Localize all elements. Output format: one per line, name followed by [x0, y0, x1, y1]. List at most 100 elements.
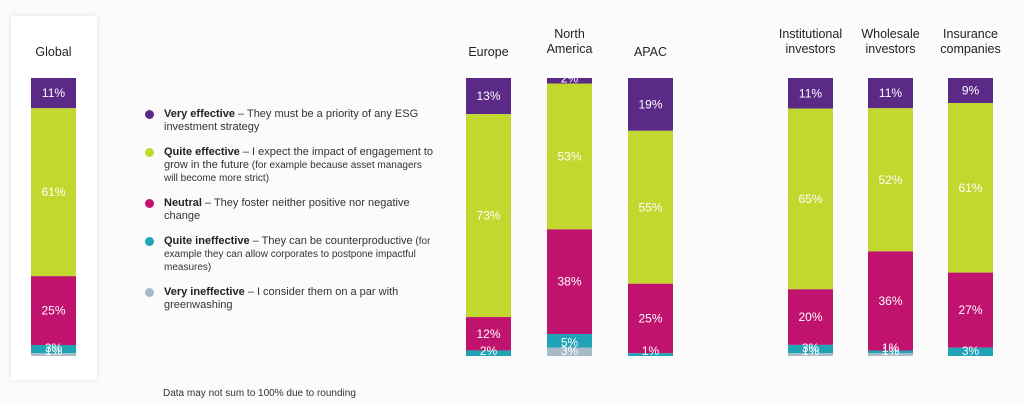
category-label: Global	[35, 45, 71, 59]
legend-label: Quite effective	[164, 146, 240, 158]
legend-dot-icon	[145, 110, 154, 119]
legend-item-quite-effective: Quite effective – I expect the impact of…	[145, 146, 435, 185]
bar-segment-neutral	[868, 251, 913, 351]
data-label: 27%	[958, 303, 982, 317]
bar-segment-quite-ineffective	[466, 350, 511, 356]
category-label: America	[547, 42, 593, 56]
data-label: 61%	[958, 181, 982, 195]
legend-note: (for example they can allow corporates t…	[164, 236, 431, 273]
legend-description: – They must be a priority of any ESG inv…	[164, 108, 419, 133]
bar-segment-quite-effective	[547, 83, 592, 230]
bar-segment-neutral	[547, 229, 592, 334]
legend-dot-icon	[145, 148, 154, 157]
legend-item-very-ineffective: Very ineffective – I consider them on a …	[145, 286, 435, 312]
bar-segment-very-effective	[466, 78, 511, 115]
bar-segment-neutral	[628, 283, 673, 354]
bar-segment-quite-effective	[466, 114, 511, 318]
legend: Very effective – They must be a priority…	[145, 108, 435, 324]
data-label: 53%	[557, 149, 581, 163]
data-label: 1%	[45, 344, 63, 358]
bar-segment-quite-ineffective	[31, 344, 76, 354]
data-label: 38%	[557, 275, 581, 289]
category-label: Europe	[468, 45, 508, 59]
legend-label: Neutral	[164, 197, 202, 209]
bar-segment-quite-ineffective	[547, 333, 592, 348]
legend-item-very-effective: Very effective – They must be a priority…	[145, 108, 435, 134]
bar-segment-neutral	[788, 289, 833, 345]
data-label: 5%	[561, 336, 579, 350]
category-label: Institutional	[779, 27, 842, 41]
legend-label: Very ineffective	[164, 286, 245, 298]
legend-description: – I expect the impact of engagement to g…	[164, 146, 434, 171]
legend-dot-icon	[145, 237, 154, 246]
legend-item-neutral: Neutral – They foster neither positive n…	[145, 197, 435, 223]
category-label: North	[554, 27, 585, 41]
data-label: 55%	[638, 200, 662, 214]
data-label: 73%	[476, 209, 500, 223]
legend-description: – They can be counterproductive	[249, 235, 413, 247]
legend-dot-icon	[145, 199, 154, 208]
data-label: 2%	[561, 72, 579, 86]
bar-segment-quite-effective	[31, 108, 76, 277]
bar-segment-quite-effective	[948, 103, 993, 273]
bar-segment-very-effective	[788, 78, 833, 109]
bar-segment-quite-effective	[868, 108, 913, 252]
bar-segment-neutral	[466, 317, 511, 351]
bar-segment-very-ineffective	[31, 353, 76, 356]
category-label: investors	[785, 42, 835, 56]
legend-item-quite-ineffective: Quite ineffective – They can be counterp…	[145, 235, 435, 274]
bar-segment-very-effective	[868, 78, 913, 109]
bar-segment-very-effective	[547, 78, 592, 84]
bar-segment-quite-ineffective	[868, 350, 913, 354]
data-label: 36%	[878, 294, 902, 308]
bar-segment-quite-ineffective	[788, 344, 833, 354]
data-label: 1%	[882, 341, 900, 355]
data-label: 9%	[962, 84, 980, 98]
data-label: 3%	[802, 341, 820, 355]
legend-description: – They foster neither positive nor negat…	[164, 197, 410, 222]
data-label: 61%	[41, 185, 65, 199]
data-label: 1%	[802, 344, 820, 358]
bar-segment-very-effective	[948, 78, 993, 104]
data-label: 2%	[480, 344, 498, 358]
data-label: 25%	[638, 311, 662, 325]
bar-segment-very-ineffective	[788, 353, 833, 356]
data-label: 1%	[642, 344, 660, 358]
bar-segment-quite-ineffective	[948, 347, 993, 356]
bar-segment-quite-effective	[788, 108, 833, 290]
footnote: Data may not sum to 100% due to rounding	[163, 388, 356, 399]
data-label: 11%	[42, 86, 65, 100]
bar-segment-very-ineffective	[547, 347, 592, 356]
category-label: APAC	[634, 45, 667, 59]
data-label: 3%	[962, 344, 980, 358]
data-label: 52%	[878, 173, 902, 187]
data-label: 3%	[45, 341, 63, 355]
data-label: 13%	[476, 89, 500, 103]
category-label: investors	[865, 42, 915, 56]
bar-segment-neutral	[31, 276, 76, 345]
category-label: Insurance	[943, 27, 998, 41]
data-label: 25%	[41, 304, 65, 318]
data-label: 65%	[798, 192, 822, 206]
legend-label: Very effective	[164, 108, 235, 120]
data-label: 12%	[476, 327, 500, 341]
data-label: 3%	[561, 344, 579, 358]
bar-segment-very-effective	[31, 78, 76, 109]
category-label: companies	[940, 42, 1000, 56]
legend-note: (for example because asset managers will…	[164, 160, 422, 184]
category-label: Wholesale	[861, 27, 919, 41]
bar-segment-quite-ineffective	[628, 353, 673, 356]
data-label: 1%	[882, 344, 900, 358]
bar-segment-very-ineffective	[868, 353, 913, 356]
data-label: 11%	[879, 86, 902, 100]
data-label: 20%	[798, 310, 822, 324]
bar-segment-very-effective	[628, 78, 673, 131]
data-label: 11%	[799, 86, 822, 100]
legend-dot-icon	[145, 288, 154, 297]
bar-segment-quite-effective	[628, 130, 673, 284]
legend-label: Quite ineffective	[164, 235, 250, 247]
bar-segment-neutral	[948, 272, 993, 348]
legend-description: – I consider them on a par with greenwas…	[164, 286, 399, 311]
data-label: 19%	[638, 97, 662, 111]
